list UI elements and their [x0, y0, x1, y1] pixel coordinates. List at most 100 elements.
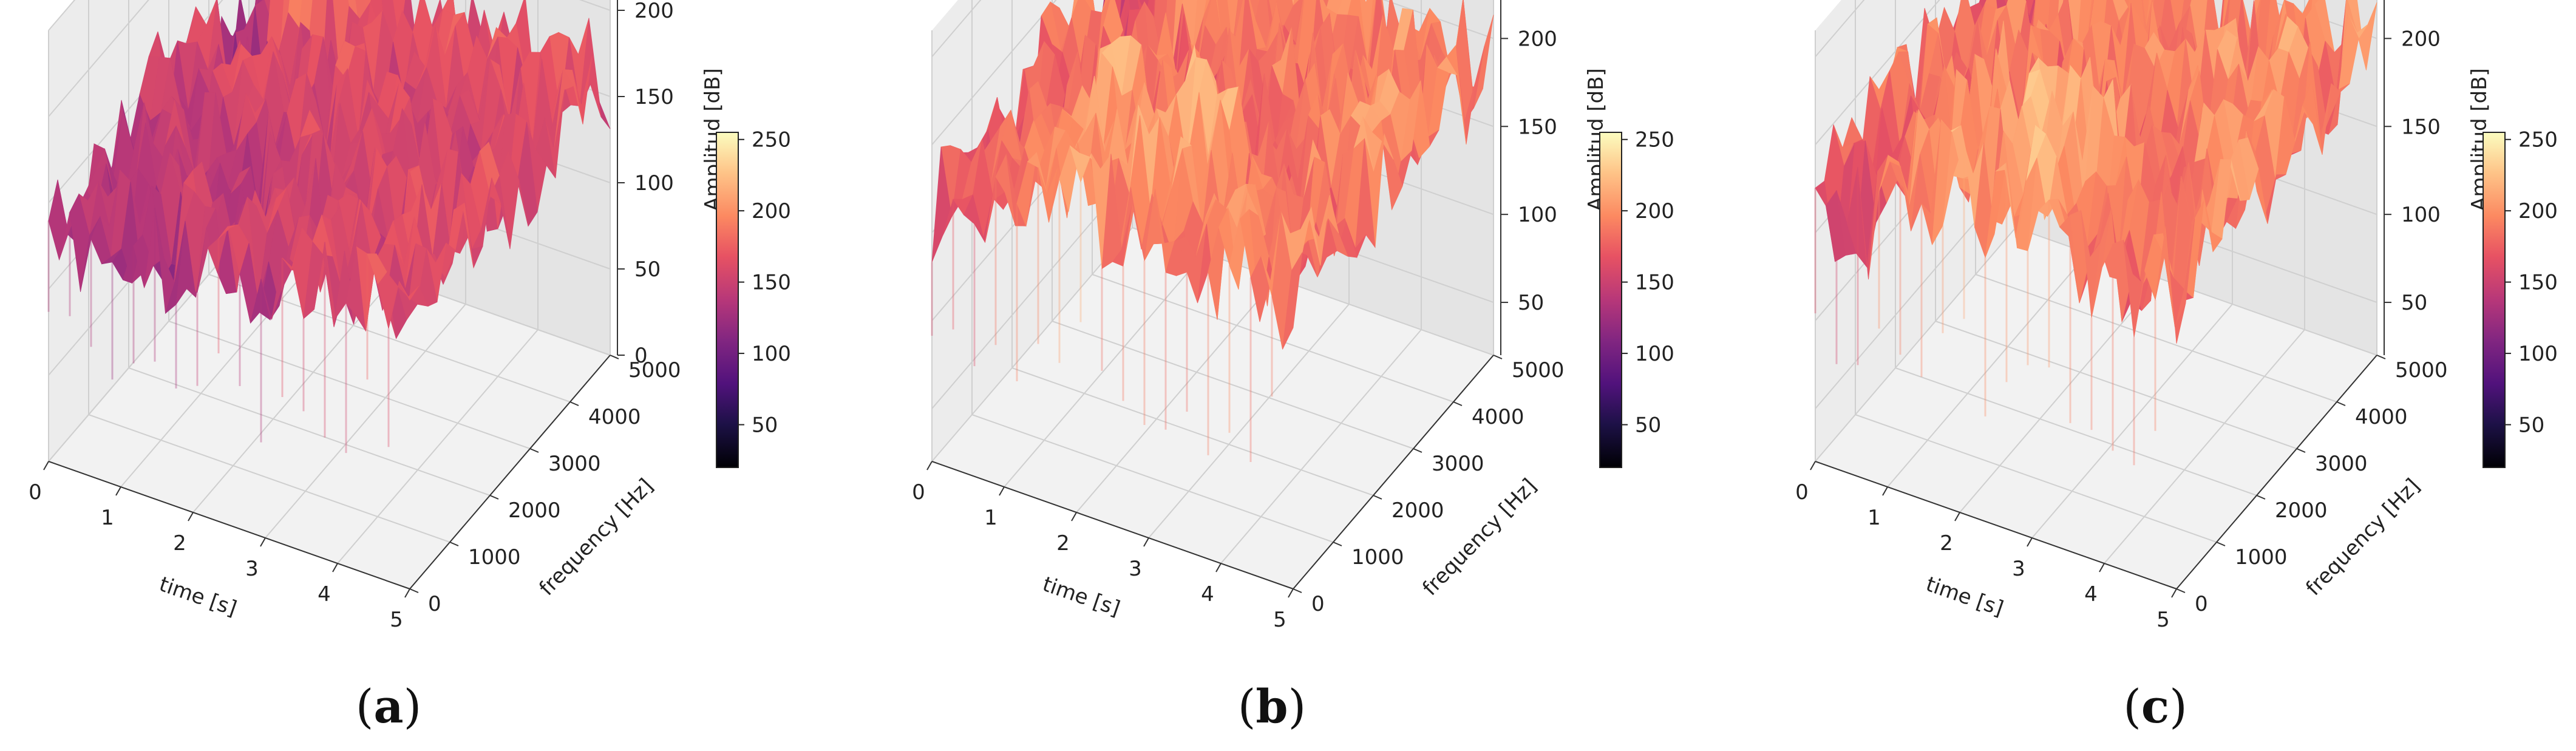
z-tick-label: 200 — [634, 0, 674, 23]
y-tick-label: 0 — [428, 592, 441, 616]
surface-patch — [1291, 0, 1295, 6]
y-tick-label: 2000 — [2275, 498, 2328, 523]
y-tick-mark — [529, 448, 539, 453]
z-tick-label: 100 — [1518, 203, 1557, 227]
grid-line — [2104, 329, 2305, 564]
grid-line — [265, 304, 466, 539]
y-axis-label: frequency [Hz] — [1418, 474, 1541, 601]
colorbar-tick-label: 50 — [1635, 413, 1661, 438]
colorbar-tick-label: 250 — [1635, 128, 1674, 152]
panel-caption: (a) — [356, 679, 422, 733]
y-tick-mark — [2376, 355, 2386, 359]
y-axis-line — [409, 355, 611, 590]
grid-line — [1935, 321, 2297, 449]
panel-caption-paren: ( — [356, 679, 374, 733]
y-tick-label: 2000 — [508, 498, 561, 523]
x-tick-label: 4 — [1201, 582, 1214, 607]
x-tick-label: 2 — [1056, 531, 1070, 556]
x-axis-label: time [s] — [1923, 572, 2007, 621]
grid-line — [1815, 0, 1865, 58]
grid-line — [1887, 253, 2088, 488]
z-tick-label: 150 — [2401, 115, 2441, 139]
x-tick-mark — [404, 588, 410, 598]
x-tick-label: 4 — [318, 582, 331, 607]
chart-panel-c: 0 1 2 3 4 5 time [s] 0 1000 2000 3000 4000 5000 frequ… — [1795, 0, 2558, 733]
colorbar-tick-label: 150 — [1635, 271, 1674, 295]
x-tick-mark — [2099, 563, 2105, 573]
y-tick-mark — [2296, 448, 2306, 453]
panel-caption-paren: ( — [2123, 679, 2141, 733]
y-tick-label: 2000 — [1392, 498, 1444, 523]
colorbar-tick-label: 200 — [2518, 199, 2558, 223]
grid-line — [1004, 253, 1205, 488]
y-axis-label: frequency [Hz] — [534, 474, 658, 601]
colorbar — [716, 132, 739, 468]
x-tick-label: 0 — [29, 480, 42, 505]
grid-line — [1895, 367, 2257, 496]
z-tick-label: 100 — [634, 171, 674, 195]
x-tick-mark — [2027, 537, 2033, 547]
floor-pane — [1815, 228, 2377, 589]
z-tick-label: 0 — [634, 344, 648, 368]
y-axis-line — [1293, 355, 1494, 590]
z-tick-label: 150 — [634, 85, 674, 109]
colorbar-tick-label: 100 — [752, 342, 791, 366]
panel-caption: (c) — [2123, 679, 2187, 733]
y-tick-label: 3000 — [548, 452, 601, 476]
x-axis-label: time [s] — [1039, 572, 1123, 621]
x-tick-label: 0 — [912, 480, 925, 505]
y-tick-mark — [2256, 495, 2266, 500]
chart-panel-b: 0 1 2 3 4 5 time [s] 0 1000 2000 3000 4000 5000 frequ… — [912, 0, 1674, 733]
x-tick-mark — [2171, 588, 2177, 598]
y-tick-mark — [489, 495, 499, 500]
grid-line — [337, 329, 539, 564]
y-tick-mark — [569, 401, 579, 406]
z-tick-label: 50 — [2401, 291, 2427, 315]
grid-line — [1855, 414, 2217, 543]
y-axis-label: frequency [Hz] — [2301, 474, 2424, 601]
grid-line — [120, 253, 322, 488]
y-tick-mark — [1453, 401, 1463, 406]
colorbar — [1599, 132, 1622, 468]
colorbar-tick-label: 50 — [752, 413, 778, 438]
grid-line — [971, 414, 1334, 543]
panel-caption-paren: ( — [1238, 679, 1256, 733]
x-tick-mark — [1071, 512, 1077, 522]
grid-line — [88, 414, 450, 543]
colorbar-tick-label: 200 — [1635, 199, 1674, 223]
panel-caption-paren: ) — [2169, 679, 2187, 733]
y-tick-label: 5000 — [628, 358, 681, 382]
x-tick-label: 5 — [2156, 608, 2170, 632]
y-tick-mark — [2216, 542, 2226, 546]
grid-line — [48, 0, 149, 117]
grid-line — [1815, 227, 2016, 462]
colorbar-tick-label: 250 — [2518, 128, 2558, 152]
x-tick-label: 3 — [1129, 557, 1142, 581]
grid-line — [1815, 0, 1940, 146]
x-axis-line — [931, 461, 1294, 590]
y-tick-mark — [1293, 588, 1302, 593]
panel-caption-paren: ) — [1288, 679, 1307, 733]
x-tick-label: 5 — [390, 608, 403, 632]
grid-line — [931, 0, 982, 58]
y-tick-mark — [449, 542, 459, 546]
y-tick-mark — [1493, 355, 1503, 359]
z-tick-label: 150 — [1518, 115, 1557, 139]
z-tick-label: 200 — [1518, 27, 1557, 51]
grid-line — [931, 0, 1057, 146]
x-tick-label: 3 — [2012, 557, 2025, 581]
y-tick-mark — [1413, 448, 1422, 453]
grid-line — [931, 227, 1133, 462]
y-tick-mark — [1333, 542, 1342, 546]
x-tick-mark — [115, 486, 121, 496]
colorbar-tick-label: 150 — [2518, 271, 2558, 295]
x-tick-label: 0 — [1795, 480, 1809, 505]
y-tick-mark — [1373, 495, 1382, 500]
colorbar-tick-label: 100 — [2518, 342, 2558, 366]
x-tick-label: 2 — [173, 531, 186, 556]
colorbar-tick-label: 50 — [2518, 413, 2544, 438]
z-tick-label: 50 — [1518, 291, 1544, 315]
y-tick-mark — [2176, 588, 2186, 593]
x-tick-mark — [1954, 512, 1960, 522]
